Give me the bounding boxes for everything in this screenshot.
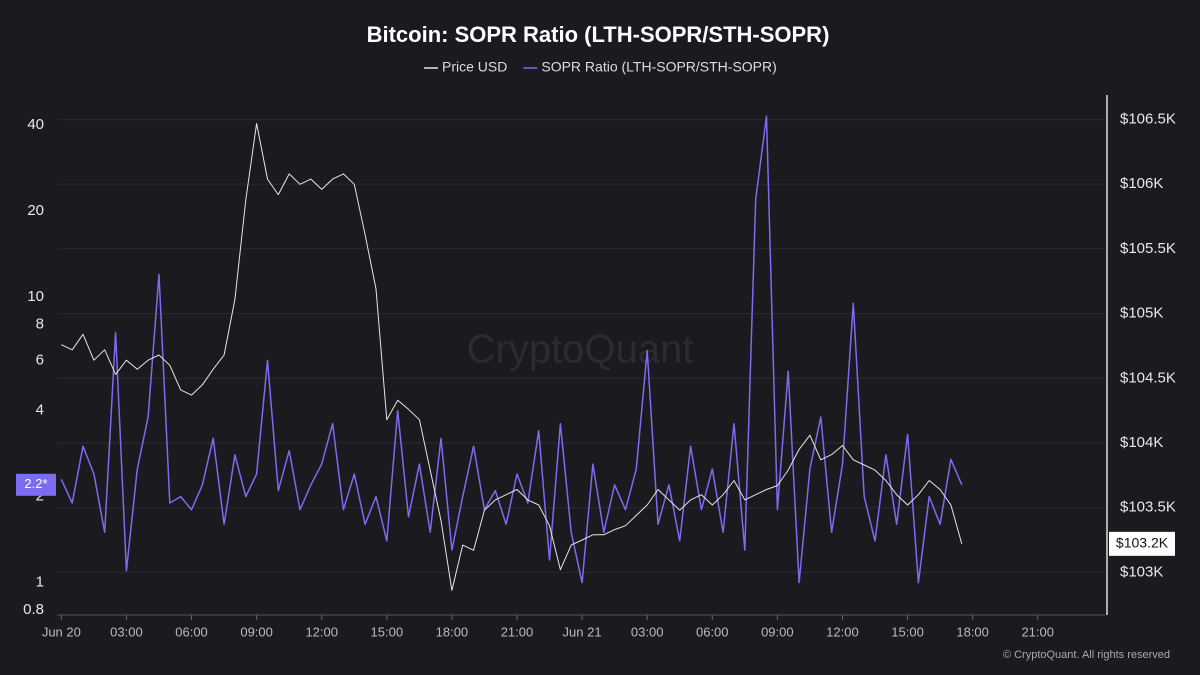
- watermark: CryptoQuant: [467, 328, 694, 372]
- chart-title: Bitcoin: SOPR Ratio (LTH-SOPR/STH-SOPR): [367, 22, 830, 47]
- y-tick-label: 1: [36, 574, 44, 591]
- y2-tick-label: $104K: [1120, 434, 1163, 451]
- y-tick-label: 4: [36, 402, 44, 419]
- x-tick-label: 21:00: [501, 624, 534, 639]
- y-tick-label: 20: [27, 202, 44, 219]
- x-tick-label: 15:00: [891, 624, 924, 639]
- y2-tick-label: $104.5K: [1120, 369, 1176, 386]
- x-tick-label: 06:00: [175, 624, 208, 639]
- x-tick-label: Jun 20: [42, 624, 81, 639]
- x-tick-label: 03:00: [631, 624, 664, 639]
- y-tick-label: 10: [27, 288, 44, 305]
- value-box: [16, 473, 56, 496]
- x-tick-label: 12:00: [826, 624, 859, 639]
- y-tick-label: 2: [36, 488, 44, 505]
- legend-label: Price USD: [442, 59, 507, 75]
- y2-tick-label: $105.5K: [1120, 240, 1176, 257]
- value-box-label: $103.2K: [1116, 535, 1169, 551]
- x-tick-label: 09:00: [240, 624, 273, 639]
- y-tick-label: 6: [36, 351, 44, 368]
- y2-tick-label: $105K: [1120, 305, 1163, 322]
- series-line: [60, 115, 963, 584]
- value-box: [1109, 531, 1175, 556]
- x-tick-label: 18:00: [436, 624, 469, 639]
- y2-tick-label: $103K: [1120, 563, 1163, 580]
- x-tick-label: 21:00: [1021, 624, 1054, 639]
- y2-tick-label: $106.5K: [1120, 111, 1176, 128]
- footer: © CryptoQuant. All rights reserved: [1003, 649, 1170, 661]
- series-line: [61, 123, 963, 591]
- y2-tick-label: $103.5K: [1120, 499, 1176, 516]
- y-tick-label: 8: [36, 316, 44, 333]
- y-tick-label: 0.8: [23, 601, 44, 618]
- y-tick-label: 40: [27, 116, 44, 133]
- y2-tick-label: $106K: [1120, 175, 1163, 192]
- legend-label: SOPR Ratio (LTH-SOPR/STH-SOPR): [541, 59, 776, 75]
- x-tick-label: 09:00: [761, 624, 794, 639]
- x-tick-label: 03:00: [110, 624, 143, 639]
- value-box-label: 2.2*: [24, 476, 47, 491]
- x-tick-label: 18:00: [956, 624, 989, 639]
- x-tick-label: Jun 21: [563, 624, 602, 639]
- x-tick-label: 12:00: [305, 624, 338, 639]
- x-tick-label: 06:00: [696, 624, 729, 639]
- x-tick-label: 15:00: [371, 624, 404, 639]
